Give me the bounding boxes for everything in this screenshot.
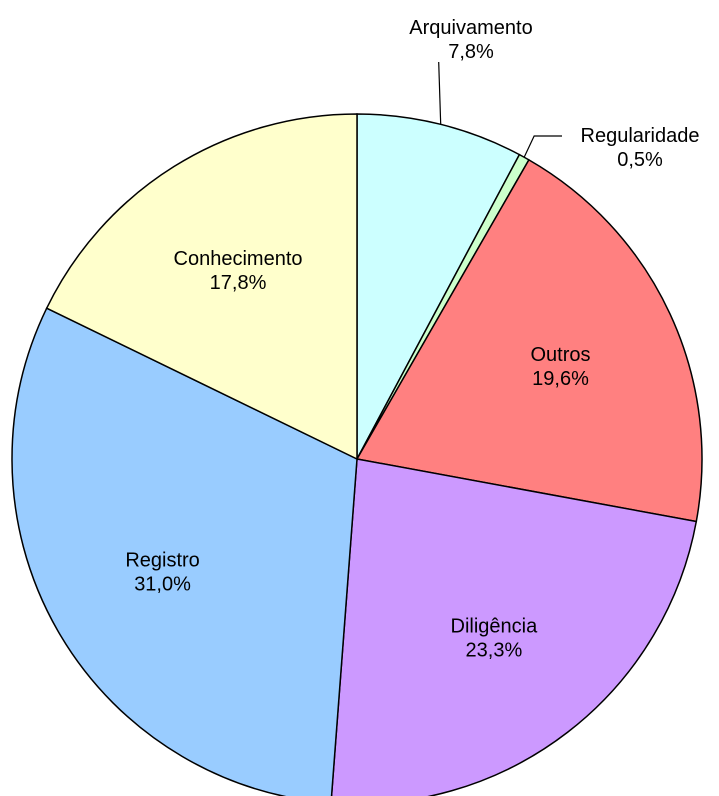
slice-label: Outros 19,6% bbox=[530, 344, 590, 390]
slice-percent: 17,8% bbox=[210, 272, 267, 294]
slice-label: Arquivamento 7,8% bbox=[409, 17, 532, 63]
slice-name: Outros bbox=[530, 344, 590, 366]
leader-line bbox=[523, 135, 562, 158]
slice-label: Diligência 23,3% bbox=[451, 616, 539, 662]
pie-slice bbox=[330, 458, 698, 796]
slice-name: Conhecimento bbox=[174, 248, 303, 270]
slice-label: Conhecimento 17,8% bbox=[174, 248, 303, 294]
slice-label: Registro 31,0% bbox=[125, 550, 199, 596]
pie-slice bbox=[11, 307, 358, 796]
slice-percent: 19,6% bbox=[532, 368, 589, 390]
slice-percent: 31,0% bbox=[134, 574, 191, 596]
pie-slice bbox=[356, 113, 521, 460]
slice-name: Diligência bbox=[451, 616, 539, 638]
pie-slice bbox=[355, 158, 703, 523]
slice-name: Arquivamento bbox=[409, 17, 532, 39]
pie-slice bbox=[45, 113, 358, 461]
slice-label: Regularidade 0,5% bbox=[581, 125, 700, 171]
slice-percent: 7,8% bbox=[448, 41, 494, 63]
slice-name: Regularidade bbox=[581, 125, 700, 147]
slice-percent: 0,5% bbox=[617, 149, 663, 171]
slice-name: Registro bbox=[125, 550, 199, 572]
slice-percent: 23,3% bbox=[466, 640, 523, 662]
leader-line bbox=[438, 61, 442, 125]
